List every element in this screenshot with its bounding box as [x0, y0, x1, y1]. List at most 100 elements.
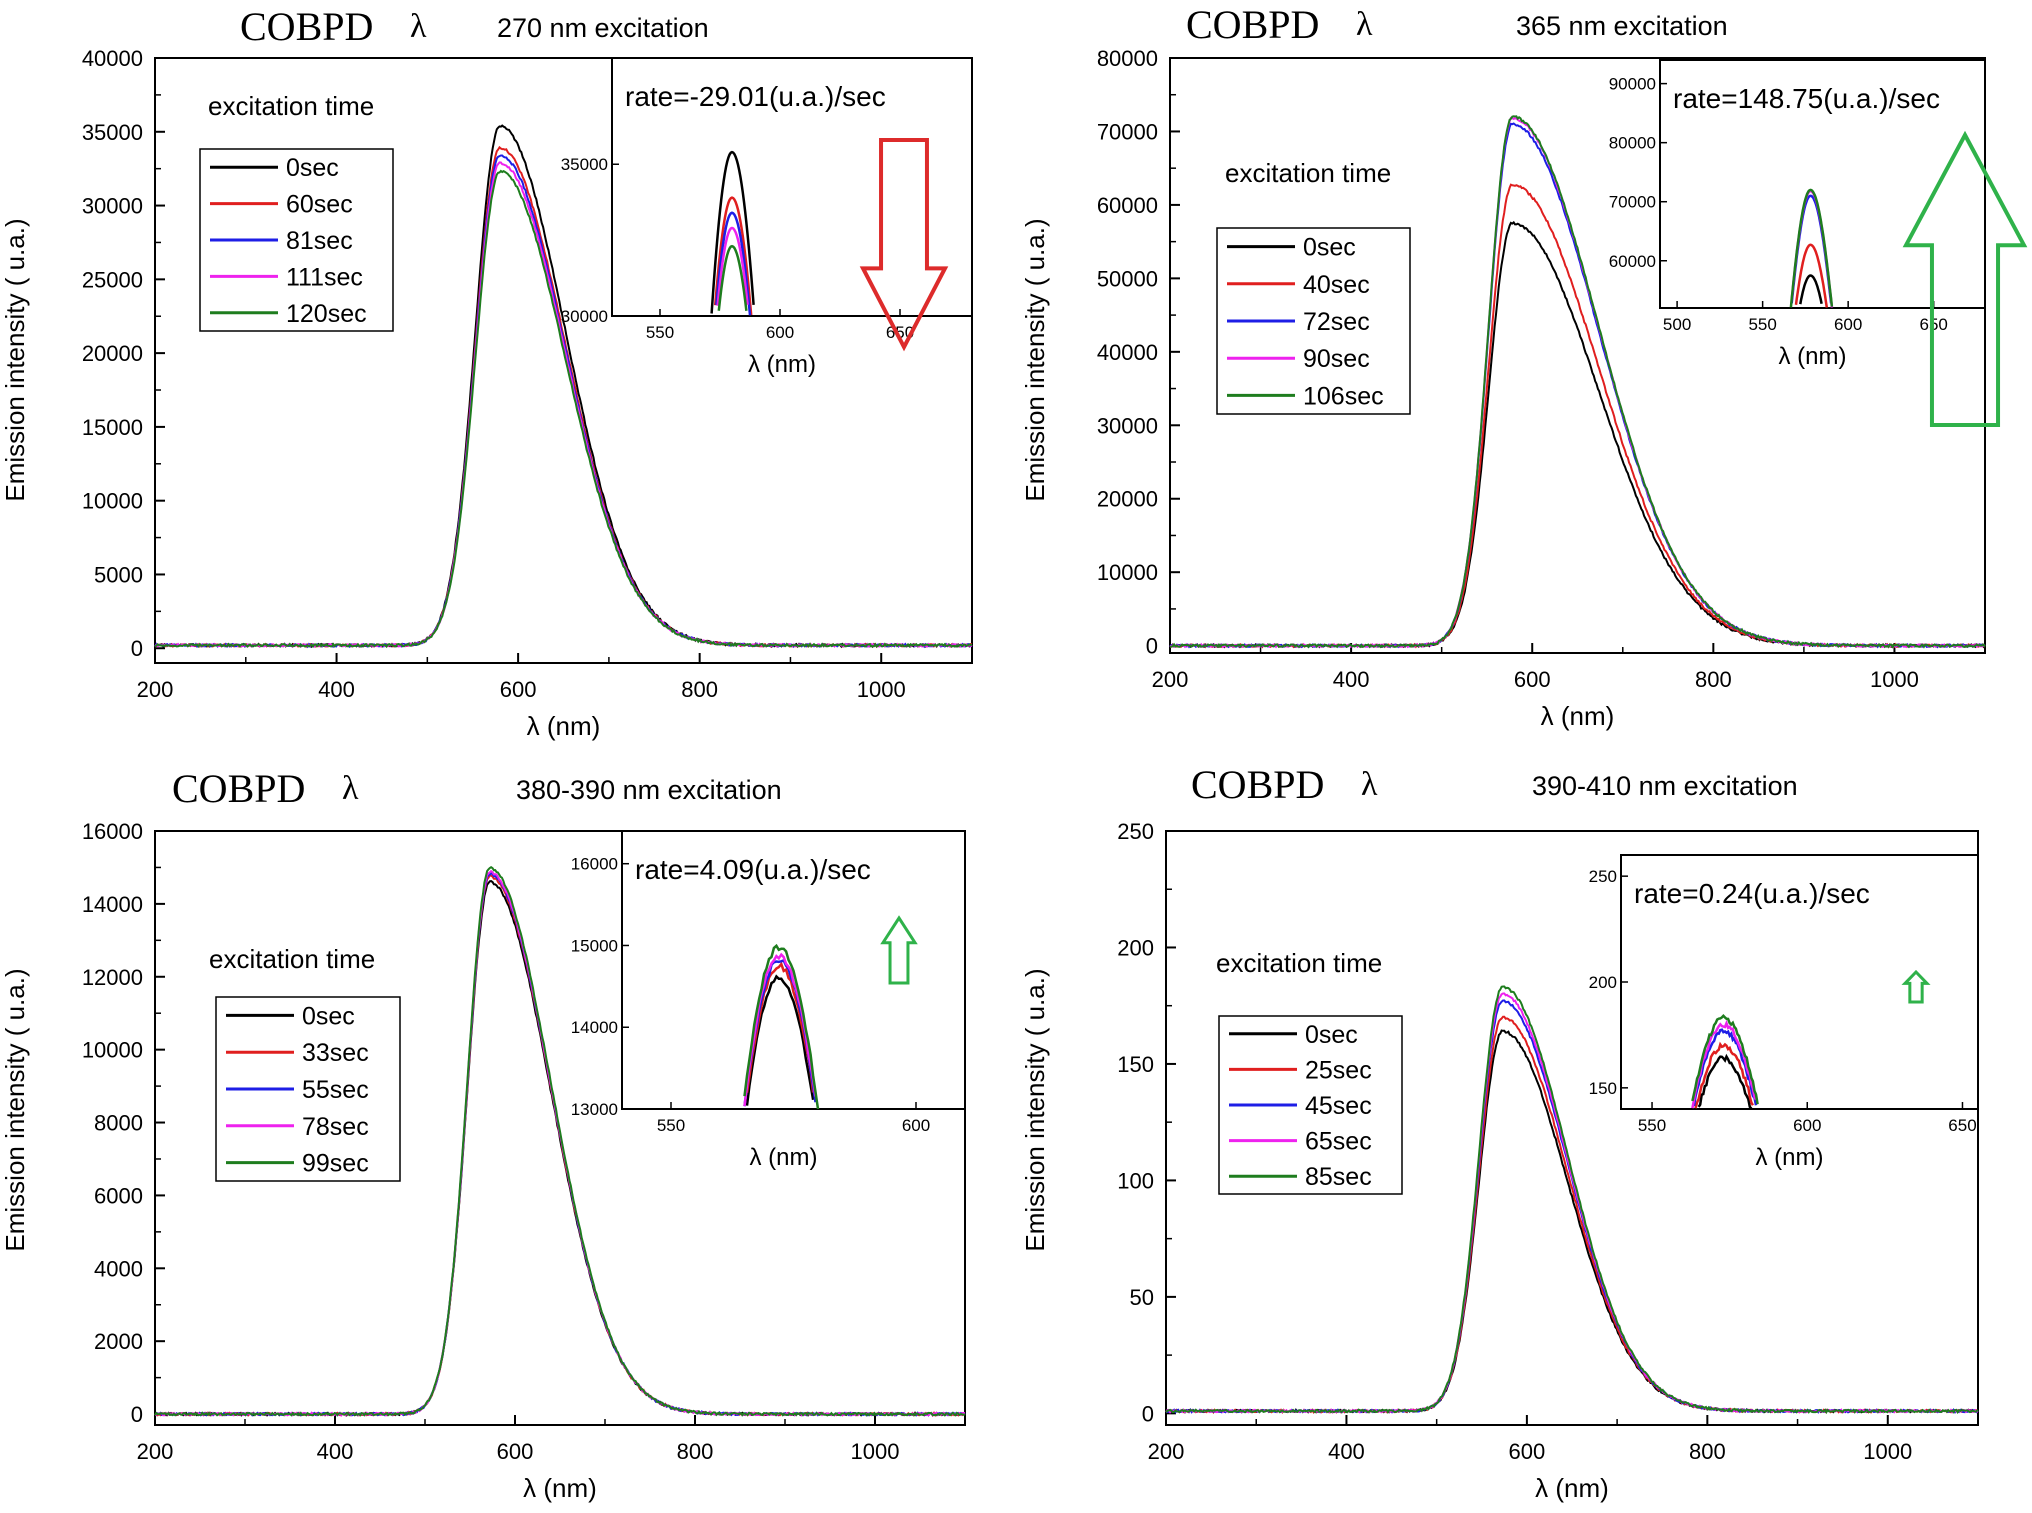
legend-entry-label: 85sec	[1305, 1163, 1372, 1191]
inset-series-line-85sec	[1691, 1013, 1759, 1105]
y-tick-label: 12000	[82, 965, 143, 990]
inset-series-line-60sec	[713, 196, 753, 316]
y-tick-label: 10000	[82, 489, 143, 514]
inset-curves	[1691, 1013, 1759, 1109]
y-tick-label: 8000	[94, 1111, 143, 1136]
panel-title-excitation: 270 nm excitation	[497, 13, 709, 43]
inset-y-tick-label: 30000	[561, 307, 608, 326]
inset-x-tick-label: 600	[766, 323, 794, 342]
legend: 0sec 25sec 45sec 65sec 85sec	[1218, 1015, 1403, 1195]
y-tick-label: 20000	[1097, 487, 1158, 512]
series-line-106sec	[1169, 115, 1986, 649]
inset-x-tick-label: 600	[902, 1116, 930, 1135]
series-curves	[1169, 115, 1986, 649]
y-axis-label: Emission intensity ( u.a.)	[0, 218, 30, 501]
series-curves	[154, 866, 966, 1417]
down-arrow-icon	[859, 138, 949, 352]
y-tick-label: 25000	[82, 267, 143, 292]
x-tick-label: 800	[681, 677, 718, 702]
panel-title-excitation: 380-390 nm excitation	[516, 775, 782, 805]
up-arrow-icon	[1901, 969, 1931, 1004]
legend-entry-label: 99sec	[302, 1150, 369, 1178]
y-tick-label: 80000	[1097, 46, 1158, 71]
x-tick-label: 800	[1689, 1439, 1726, 1464]
inset-series-line-99sec	[743, 943, 820, 1109]
inset-rate-annotation: rate=4.09(u.a.)/sec	[635, 854, 871, 885]
x-axis-label: λ (nm)	[523, 1473, 597, 1503]
inset-x-tick-label: 600	[1834, 315, 1862, 334]
x-tick-label: 600	[1509, 1439, 1546, 1464]
y-tick-label: 35000	[82, 120, 143, 145]
series-curves	[1165, 985, 1979, 1415]
inset-x-tick-label: 550	[657, 1116, 685, 1135]
y-tick-label: 40000	[1097, 340, 1158, 365]
y-tick-label: 16000	[82, 819, 143, 844]
y-tick-label: 70000	[1097, 119, 1158, 144]
inset-series-line-25sec	[1694, 1041, 1754, 1109]
y-tick-label: 0	[1142, 1401, 1154, 1426]
inset-y-tick-label: 13000	[571, 1100, 618, 1119]
inset-x-tick-label: 650	[1948, 1116, 1976, 1135]
legend-entry-label: 60sec	[286, 191, 353, 219]
series-line-85sec	[1165, 985, 1979, 1415]
inset-series-line-0sec	[1799, 274, 1823, 305]
panel-title-lambda: λ	[410, 8, 427, 45]
y-axis-label: Emission intensity ( u.a.)	[1020, 218, 1050, 501]
x-axis-label: λ (nm)	[1535, 1473, 1609, 1503]
legend: 0sec 60sec 81sec 111sec 120sec	[199, 148, 394, 332]
up-arrow-icon	[1902, 130, 2028, 427]
inset-y-tick-label: 70000	[1609, 193, 1656, 212]
y-axis-label: Emission intensity ( u.a.)	[1020, 968, 1050, 1251]
panel-4: COBPD λ 390-410 nm excitation 200 400 600 800 1…	[1020, 762, 1979, 1503]
y-tick-label: 0	[131, 1402, 143, 1427]
panel-title-lambda: λ	[1361, 766, 1378, 803]
y-tick-label: 100	[1117, 1168, 1154, 1193]
y-tick-label: 6000	[94, 1183, 143, 1208]
y-tick-label: 50000	[1097, 266, 1158, 291]
x-tick-label: 400	[317, 1439, 354, 1464]
inset-curves	[710, 150, 755, 316]
panel-title-lambda: λ	[1356, 6, 1373, 43]
inset-frame	[611, 57, 973, 317]
inset-rate-annotation: rate=0.24(u.a.)/sec	[1634, 878, 1870, 909]
y-tick-label: 60000	[1097, 193, 1158, 218]
legend-entry-label: 72sec	[1303, 308, 1370, 336]
y-tick-label: 200	[1117, 935, 1154, 960]
inset-x-tick-label: 550	[646, 323, 674, 342]
panel-title-excitation: 390-410 nm excitation	[1532, 771, 1798, 801]
legend-title: excitation time	[209, 944, 375, 974]
plot-frame	[1169, 57, 1986, 654]
plot-frame	[154, 830, 966, 1426]
inset-series-line-0sec	[1697, 1053, 1753, 1109]
inset-series-line-0sec	[745, 974, 815, 1106]
inset-x-tick-label: 600	[1793, 1116, 1821, 1135]
inset-y-tick-label: 150	[1589, 1079, 1617, 1098]
legend-entry-label: 90sec	[1303, 345, 1370, 373]
legend-entry-label: 106sec	[1303, 382, 1384, 410]
panel-3: COBPD λ 380-390 nm excitation 200 400 600 800 1…	[0, 766, 966, 1503]
legend-entry-label: 120sec	[286, 300, 367, 328]
inset-series-line-111sec	[716, 226, 749, 306]
inset-curves	[1789, 188, 1834, 308]
y-tick-label: 50	[1130, 1285, 1154, 1310]
y-tick-label: 14000	[82, 892, 143, 917]
legend-entry-label: 55sec	[302, 1076, 369, 1104]
legend-entry-label: 25sec	[1305, 1056, 1372, 1084]
legend-entry-label: 65sec	[1305, 1128, 1372, 1156]
inset-series-line-120sec	[717, 244, 748, 311]
x-tick-label: 1000	[851, 1439, 900, 1464]
plot-frame	[1165, 830, 1979, 1426]
x-tick-label: 600	[500, 677, 537, 702]
inset-series-line-0sec	[710, 150, 755, 314]
legend-entry-label: 33sec	[302, 1039, 369, 1067]
up-arrow-icon	[880, 915, 918, 985]
legend-entry-label: 45sec	[1305, 1092, 1372, 1120]
panel-title-excitation: 365 nm excitation	[1516, 11, 1728, 41]
x-axis-label: λ (nm)	[527, 711, 601, 741]
inset-rate-annotation: rate=-29.01(u.a.)/sec	[625, 81, 886, 112]
legend-entry-label: 81sec	[286, 227, 353, 255]
